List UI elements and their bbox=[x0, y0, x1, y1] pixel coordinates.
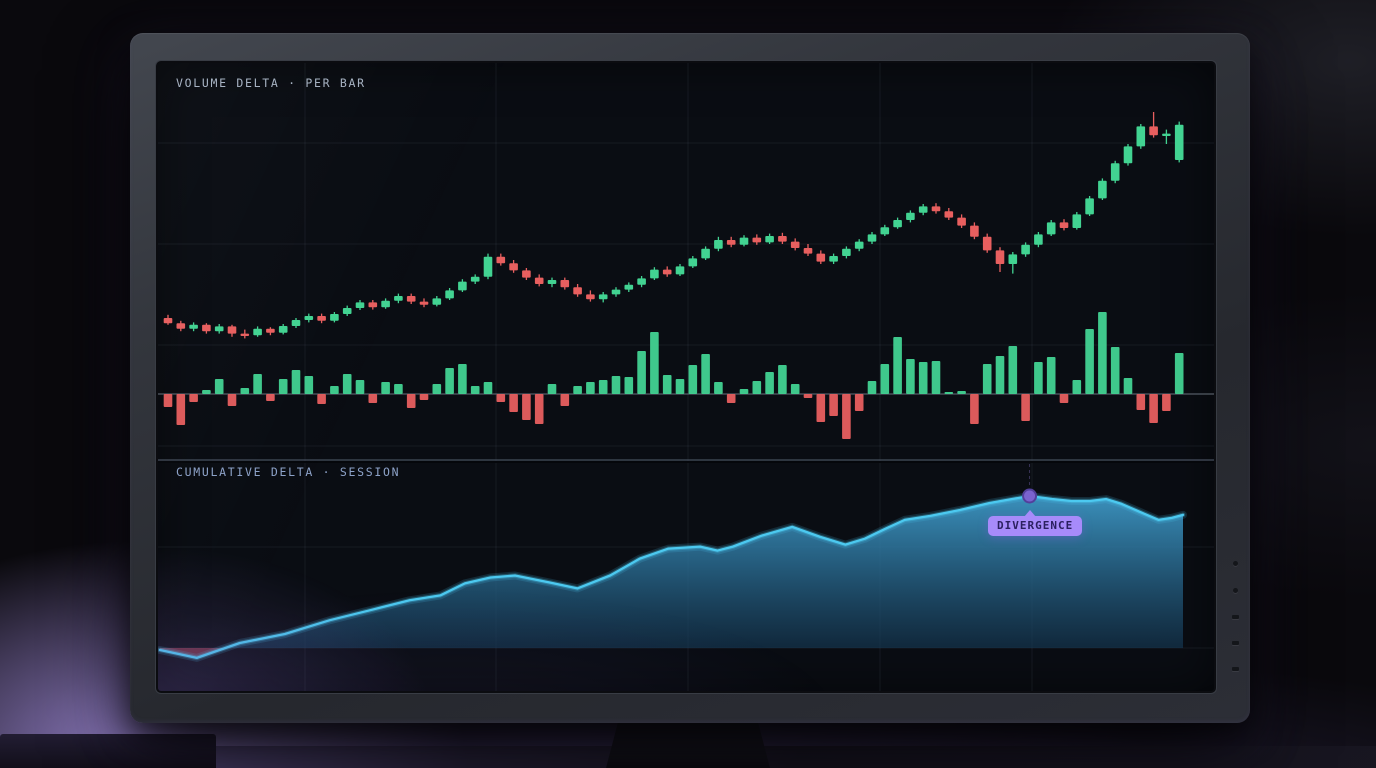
bezel-button-icon bbox=[1231, 615, 1239, 619]
divergence-badge: DIVERGENCE bbox=[988, 510, 1083, 536]
power-button-icon bbox=[1231, 667, 1239, 671]
monitor-stand bbox=[606, 718, 770, 768]
bezel-button-icon bbox=[1232, 561, 1238, 566]
bezel-button-icon bbox=[1232, 588, 1238, 593]
desk-object bbox=[0, 734, 216, 768]
volume-delta-panel[interactable] bbox=[158, 63, 1214, 460]
cumulative-panel-title: CUMULATIVE DELTA · SESSION bbox=[176, 465, 401, 479]
panel-divider bbox=[158, 459, 1214, 463]
candlestick-series bbox=[163, 112, 1184, 339]
cumulative-delta-panel[interactable] bbox=[158, 460, 1214, 691]
divergence-marker bbox=[1022, 464, 1038, 504]
bezel-buttons bbox=[1229, 561, 1241, 671]
cumulative-delta-area bbox=[158, 492, 1187, 662]
volume-panel-title: VOLUME DELTA · PER BAR bbox=[176, 76, 366, 90]
volume-delta-bars bbox=[158, 312, 1214, 439]
charts-canvas bbox=[158, 63, 1214, 691]
bezel-button-icon bbox=[1231, 641, 1239, 645]
monitor-frame: VOLUME DELTA · PER BAR CUMULATIVE DELTA … bbox=[130, 33, 1250, 723]
screen: VOLUME DELTA · PER BAR CUMULATIVE DELTA … bbox=[158, 63, 1214, 691]
